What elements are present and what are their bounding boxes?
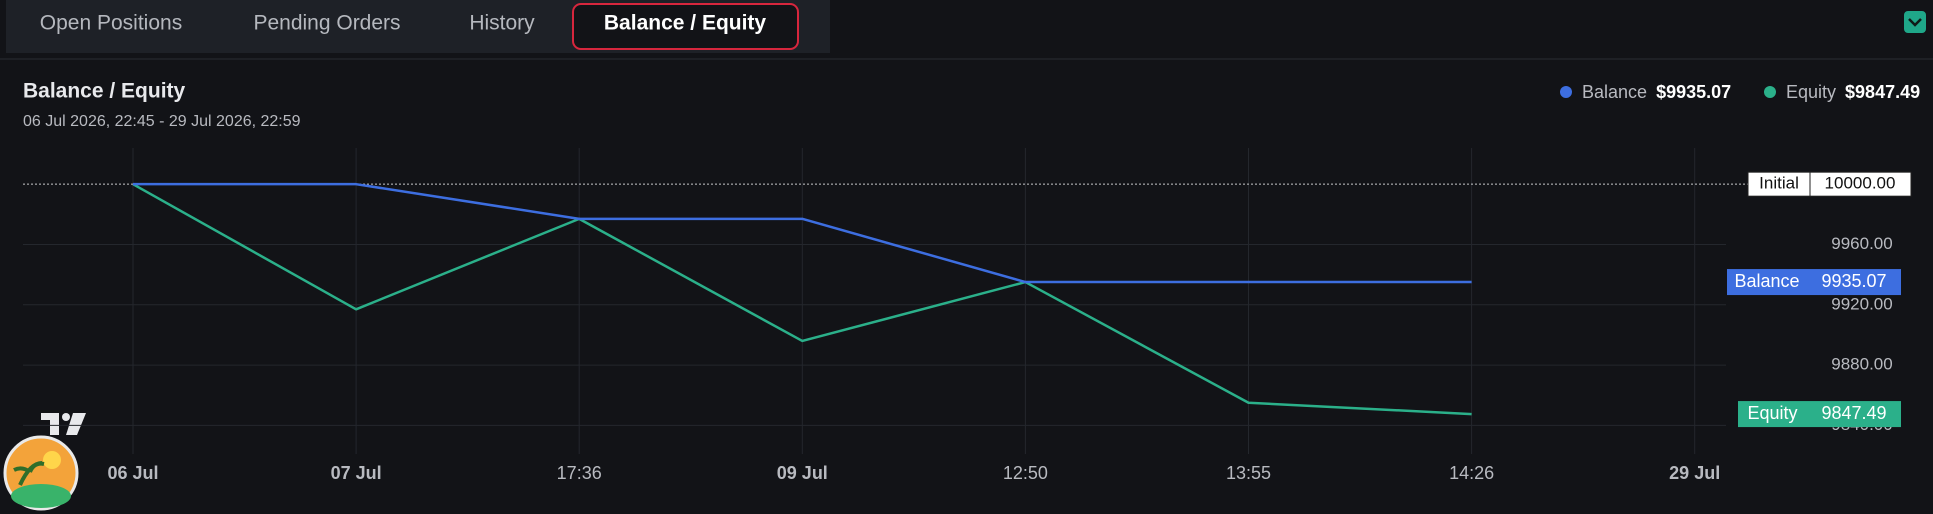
avatar[interactable] bbox=[3, 435, 79, 511]
x-tick-label: 07 Jul bbox=[331, 463, 382, 483]
tab[interactable]: Balance / Equity bbox=[604, 12, 767, 35]
legend-dot bbox=[1764, 86, 1776, 98]
tab[interactable]: Open Positions bbox=[40, 12, 182, 35]
x-tick-label: 09 Jul bbox=[777, 463, 828, 483]
y-tick-label: 9880.00 bbox=[1831, 355, 1892, 374]
legend-value: $9935.07 bbox=[1656, 82, 1731, 102]
badge-value: 9847.49 bbox=[1821, 403, 1886, 423]
y-tick-label: 9920.00 bbox=[1831, 294, 1892, 313]
x-tick-label: 14:26 bbox=[1449, 463, 1494, 483]
active-tab-frame bbox=[572, 3, 799, 50]
tab[interactable]: Pending Orders bbox=[253, 12, 400, 35]
initial-value: 10000.00 bbox=[1825, 174, 1896, 193]
x-tick-label: 29 Jul bbox=[1669, 463, 1720, 483]
legend-dot bbox=[1560, 86, 1572, 98]
tab[interactable]: History bbox=[469, 12, 535, 35]
badge-name-bg bbox=[1727, 269, 1807, 296]
series-line bbox=[132, 183, 1472, 416]
badge-value-bg bbox=[1807, 269, 1901, 296]
badge-name: Balance bbox=[1734, 271, 1799, 291]
menu-button[interactable] bbox=[1904, 11, 1926, 33]
badge-value: 9935.07 bbox=[1821, 271, 1886, 291]
badge-value-bg bbox=[1807, 401, 1901, 428]
chart-title: Balance / Equity bbox=[23, 80, 186, 103]
badge-name: Equity bbox=[1747, 403, 1797, 423]
series-line bbox=[133, 182, 1472, 284]
initial-value-tag bbox=[1809, 171, 1912, 197]
x-tick-label: 06 Jul bbox=[107, 463, 158, 483]
menu-icon bbox=[1908, 18, 1922, 27]
tv-logo bbox=[41, 413, 86, 435]
badge-name-bg bbox=[1738, 401, 1807, 428]
chart-subtitle: 06 Jul 2026, 22:45 - 29 Jul 2026, 22:59 bbox=[23, 113, 301, 130]
x-tick-label: 12:50 bbox=[1003, 463, 1048, 483]
initial-tag bbox=[1747, 171, 1811, 197]
legend-value: $9847.49 bbox=[1845, 82, 1920, 102]
initial-label: Initial bbox=[1759, 174, 1799, 193]
y-tick-label: 9960.00 bbox=[1831, 234, 1892, 253]
legend-name: Balance bbox=[1582, 82, 1647, 102]
x-tick-label: 13:55 bbox=[1226, 463, 1271, 483]
legend-name: Equity bbox=[1786, 82, 1836, 102]
x-tick-label: 17:36 bbox=[557, 463, 602, 483]
